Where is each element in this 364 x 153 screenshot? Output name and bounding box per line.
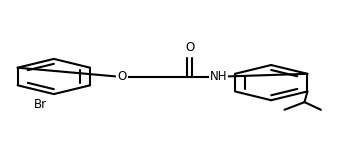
Text: O: O bbox=[185, 41, 194, 54]
Text: NH: NH bbox=[210, 70, 227, 83]
Text: O: O bbox=[117, 70, 127, 83]
Text: Br: Br bbox=[34, 98, 47, 111]
